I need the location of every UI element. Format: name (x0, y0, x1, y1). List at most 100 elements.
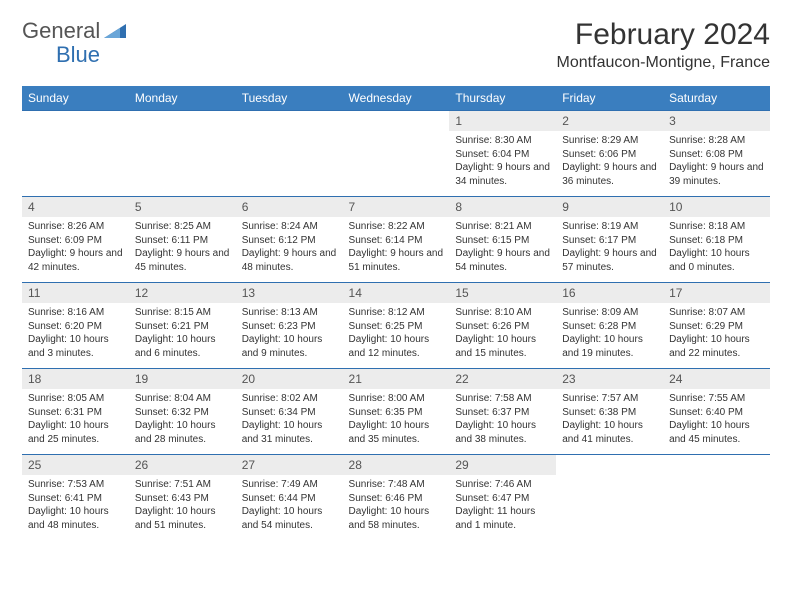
daylight-text: Daylight: 9 hours and 39 minutes. (669, 162, 764, 187)
header: General February 2024 Montfaucon-Montign… (22, 18, 770, 72)
day-details: Sunrise: 8:10 AMSunset: 6:26 PMDaylight:… (449, 303, 556, 368)
calendar-day-cell: 26 Sunrise: 7:51 AM Sunset: 6:43 PM Dayligh… (129, 455, 236, 541)
sunset-text: Sunset: 6:21 PM (135, 321, 209, 332)
sunset-text: Sunset: 6:43 PM (135, 493, 209, 504)
calendar-day-cell: 6Sunrise: 8:24 AMSunset: 6:12 PMDaylight… (236, 197, 343, 283)
sunset-text: Sunset: 6:12 PM (242, 235, 316, 246)
calendar-day-cell: 22Sunrise: 7:58 AMSunset: 6:37 PMDayligh… (449, 369, 556, 455)
day-details: Sunrise: 8:12 AMSunset: 6:25 PMDaylight:… (343, 303, 450, 368)
sunset-text: Sunset: 6:38 PM (562, 407, 636, 418)
sunset-text: Sunset: 6:44 PM (242, 493, 316, 504)
calendar-day-cell: 2Sunrise: 8:29 AMSunset: 6:06 PMDaylight… (556, 111, 663, 197)
sunrise-text: Sunrise: 8:13 AM (242, 307, 318, 318)
sunrise-text: Sunrise: 8:26 AM (28, 221, 104, 232)
day-number: 26 (129, 455, 236, 475)
daylight-text: Daylight: 10 hours and 58 minutes. (349, 506, 430, 531)
day-details: Sunrise: 7:49 AM Sunset: 6:44 PM Daylight:… (236, 475, 343, 540)
calendar-week-row: 25Sunrise: 7:53 AMSunset: 6:41 PMDayligh… (22, 455, 770, 541)
sunrise-text: Sunrise: 8:12 AM (349, 307, 425, 318)
daylight-text: Daylight: 9 hours and 51 minutes. (349, 248, 444, 273)
day-details: Sunrise: 8:04 AMSunset: 6:32 PMDaylight:… (129, 389, 236, 454)
sunset-text: Sunset: 6:31 PM (28, 407, 102, 418)
calendar-day-cell: 11Sunrise: 8:16 AMSunset: 6:20 PMDayligh… (22, 283, 129, 369)
sunset-text: Sunset: 6:06 PM (562, 149, 636, 160)
daylight-text: Daylight: 10 hours and 35 minutes. (349, 420, 430, 445)
day-number: 11 (22, 283, 129, 303)
day-number: 7 (343, 197, 450, 217)
day-number: 13 (236, 283, 343, 303)
day-details: Sunrise: 8:21 AMSunset: 6:15 PMDaylight:… (449, 217, 556, 282)
day-number: 27 (236, 455, 343, 475)
calendar-day-cell: 3Sunrise: 8:28 AMSunset: 6:08 PMDaylight… (663, 111, 770, 197)
calendar-week-row: 11Sunrise: 8:16 AMSunset: 6:20 PMDayligh… (22, 283, 770, 369)
sunrise-text: Sunrise: 8:21 AM (455, 221, 531, 232)
logo-arrow-icon (104, 20, 126, 43)
calendar-day-cell (663, 455, 770, 541)
calendar-day-cell: 25Sunrise: 7:53 AMSunset: 6:41 PMDayligh… (22, 455, 129, 541)
calendar-day-cell: 28Sunrise: 7:48 AMSunset: 6:46 PMDayligh… (343, 455, 450, 541)
col-thursday: Thursday (449, 86, 556, 111)
daylight-text: Daylight: 10 hours and 31 minutes. (242, 420, 323, 445)
sunrise-text: Sunrise: 8:22 AM (349, 221, 425, 232)
sunrise-text: Sunrise: 7:51 AM (135, 479, 211, 490)
day-number: 23 (556, 369, 663, 389)
daylight-text: Daylight: 9 hours and 34 minutes. (455, 162, 550, 187)
day-number: 2 (556, 111, 663, 131)
day-details: Sunrise: 8:07 AMSunset: 6:29 PMDaylight:… (663, 303, 770, 368)
calendar-day-cell: 9Sunrise: 8:19 AMSunset: 6:17 PMDaylight… (556, 197, 663, 283)
sunset-text: Sunset: 6:32 PM (135, 407, 209, 418)
col-wednesday: Wednesday (343, 86, 450, 111)
sunrise-text: Sunrise: 7:49 AM (242, 479, 318, 490)
daylight-text: Daylight: 10 hours and 19 minutes. (562, 334, 643, 359)
daylight-text: Daylight: 11 hours and 1 minute. (455, 506, 535, 531)
day-details: Sunrise: 8:15 AMSunset: 6:21 PMDaylight:… (129, 303, 236, 368)
sunrise-text: Sunrise: 7:57 AM (562, 393, 638, 404)
sunrise-text: Sunrise: 8:24 AM (242, 221, 318, 232)
day-details: Sunrise: 8:25 AMSunset: 6:11 PMDaylight:… (129, 217, 236, 282)
sunrise-text: Sunrise: 8:19 AM (562, 221, 638, 232)
sunrise-text: Sunrise: 7:46 AM (455, 479, 531, 490)
calendar-day-cell: 29Sunrise: 7:46 AMSunset: 6:47 PMDayligh… (449, 455, 556, 541)
sunset-text: Sunset: 6:04 PM (455, 149, 529, 160)
daylight-text: Daylight: 9 hours and 45 minutes. (135, 248, 230, 273)
sunrise-text: Sunrise: 8:16 AM (28, 307, 104, 318)
logo-text-general: General (22, 18, 100, 44)
calendar-week-row: 4Sunrise: 8:26 AMSunset: 6:09 PMDaylight… (22, 197, 770, 283)
calendar-day-cell: 12Sunrise: 8:15 AMSunset: 6:21 PMDayligh… (129, 283, 236, 369)
day-number: 1 (449, 111, 556, 131)
daylight-text: Daylight: 10 hours and 54 minutes. (242, 506, 323, 531)
calendar-day-cell: 19Sunrise: 8:04 AMSunset: 6:32 PMDayligh… (129, 369, 236, 455)
calendar-day-cell: 5Sunrise: 8:25 AMSunset: 6:11 PMDaylight… (129, 197, 236, 283)
day-number: 17 (663, 283, 770, 303)
day-details: Sunrise: 8:13 AMSunset: 6:23 PMDaylight:… (236, 303, 343, 368)
sunrise-text: Sunrise: 8:10 AM (455, 307, 531, 318)
sunrise-text: Sunrise: 8:29 AM (562, 135, 638, 146)
day-details: Sunrise: 8:28 AM Sunset: 6:08 PM Daylight:… (663, 131, 770, 196)
sunset-text: Sunset: 6:17 PM (562, 235, 636, 246)
sunset-text: Sunset: 6:08 PM (669, 149, 743, 160)
calendar-day-cell: 15Sunrise: 8:10 AMSunset: 6:26 PMDayligh… (449, 283, 556, 369)
sunset-text: Sunset: 6:25 PM (349, 321, 423, 332)
calendar-day-cell: 20Sunrise: 8:02 AMSunset: 6:34 PMDayligh… (236, 369, 343, 455)
day-details: Sunrise: 8:18 AMSunset: 6:18 PMDaylight:… (663, 217, 770, 282)
day-details: Sunrise: 7:58 AMSunset: 6:37 PMDaylight:… (449, 389, 556, 454)
sunrise-text: Sunrise: 8:15 AM (135, 307, 211, 318)
day-details: Sunrise: 8:02 AMSunset: 6:34 PMDaylight:… (236, 389, 343, 454)
daylight-text: Daylight: 9 hours and 54 minutes. (455, 248, 550, 273)
day-details: Sunrise: 8:24 AMSunset: 6:12 PMDaylight:… (236, 217, 343, 282)
day-details: Sunrise: 8:05 AMSunset: 6:31 PMDaylight:… (22, 389, 129, 454)
sunrise-text: Sunrise: 8:28 AM (669, 135, 745, 146)
sunrise-text: Sunrise: 8:30 AM (455, 135, 531, 146)
sunrise-text: Sunrise: 7:48 AM (349, 479, 425, 490)
sunset-text: Sunset: 6:40 PM (669, 407, 743, 418)
daylight-text: Daylight: 9 hours and 57 minutes. (562, 248, 657, 273)
calendar-day-cell: 14Sunrise: 8:12 AMSunset: 6:25 PMDayligh… (343, 283, 450, 369)
calendar-week-row: 18Sunrise: 8:05 AMSunset: 6:31 PMDayligh… (22, 369, 770, 455)
calendar-day-cell (129, 111, 236, 197)
daylight-text: Daylight: 10 hours and 15 minutes. (455, 334, 536, 359)
daylight-text: Daylight: 10 hours and 28 minutes. (135, 420, 216, 445)
day-number: 19 (129, 369, 236, 389)
calendar-table: Sunday Monday Tuesday Wednesday Thursday… (22, 86, 770, 540)
daylight-text: Daylight: 10 hours and 51 minutes. (135, 506, 216, 531)
col-saturday: Saturday (663, 86, 770, 111)
